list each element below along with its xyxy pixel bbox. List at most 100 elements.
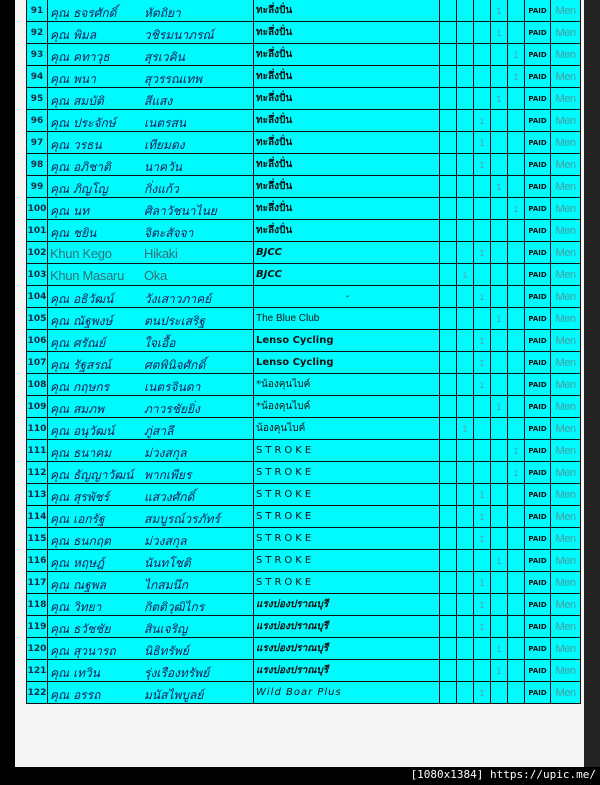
mark-cell [456,505,474,528]
mark-cell [439,109,457,132]
first-name: คุณ อธิวัฒน์ [50,292,114,306]
mark-cell [456,439,474,462]
category-cell: Men [550,659,581,682]
name-cell: คุณ ณฐพล ไกสมนึก [47,571,254,594]
last-name: Hikaki [144,246,178,261]
mark-cell [439,351,457,374]
last-name: หัตถิยา [144,6,181,20]
category-cell: Men [550,263,581,286]
mark-cell [490,351,508,374]
row-number: 105 [26,307,48,330]
paid-status: PAID [524,593,551,616]
first-name: คุณ ธนาคม [50,446,112,460]
name-cell: คุณ ธจรศักดิ์ หัตถิยา [47,0,254,22]
mark-cell [456,483,474,506]
paid-status: PAID [524,197,551,220]
mark-cell [507,615,525,638]
table-row: 115 คุณ ธนกฤต ม่วงสกุล STROKE 1 PAID Men [26,527,581,550]
name-cell: คุณ วรธน เทียมดง [47,131,254,154]
first-name: คุณ เอกรัฐ [50,512,105,526]
mark-cell [490,527,508,550]
first-name: คุณ นท [50,204,90,218]
mark-cell [439,549,457,572]
team-cell: *น้องคุนไบค์ [253,395,440,418]
team-cell: ทะลึ่งปั่น [253,21,440,44]
mark-cell [473,263,491,286]
row-number: 102 [26,241,48,264]
mark-cell [490,285,508,308]
table-row: 91 คุณ ธจรศักดิ์ หัตถิยา ทะลึ่งปั่น 1 PAID Men [26,0,581,22]
team-cell: ทะลึ่งปั่น [253,109,440,132]
first-name: คุณ พนา [50,72,96,86]
mark-cell [439,0,457,22]
mark-cell [439,87,457,110]
mark-cell [507,153,525,176]
table-row: 120 คุณ สุวนารถ นิธิทรัพย์ แรงบ่องปราณบุรี 1… [26,637,581,660]
mark-cell [507,87,525,110]
team-cell: STROKE [253,549,440,572]
mark-cell [439,439,457,462]
row-number: 93 [26,43,48,66]
first-name: Khun Kego [50,246,112,261]
paid-status: PAID [524,351,551,374]
mark-cell [507,659,525,682]
table-row: 118 คุณ วิทยา กิตติวุฒิไกร แรงบ่องปราณบุรี 1… [26,593,581,616]
mark-cell [507,395,525,418]
last-name: Oka [144,268,167,283]
first-name: คุณ สุรพัชร์ [50,490,110,504]
category-cell: Men [550,65,581,88]
first-name: Khun Masaru [50,268,125,283]
team-cell: BJCC [253,241,440,264]
category-cell: Men [550,153,581,176]
mark-cell [507,593,525,616]
mark-cell [473,395,491,418]
paid-status: PAID [524,417,551,440]
row-number: 116 [26,549,48,572]
mark-cell [490,219,508,242]
mark-cell [456,131,474,154]
category-cell: Men [550,131,581,154]
row-number: 99 [26,175,48,198]
mark-cell: 1 [456,417,474,440]
row-number: 109 [26,395,48,418]
mark-cell [507,637,525,660]
mark-cell: 1 [473,571,491,594]
last-name: ศิลาวัชนาไนย [144,204,217,218]
name-cell: คุณ ธนกฤต ม่วงสกุล [47,527,254,550]
mark-cell [490,329,508,352]
team-cell: *น้องคุนไบค์ [253,373,440,396]
mark-cell [490,483,508,506]
table-row: 113 คุณ สุรพัชร์ แสวงศักดิ์ STROKE 1 PAID Men [26,483,581,506]
mark-cell: 1 [490,637,508,660]
team-cell: - [253,285,440,308]
first-name: คุณ กฤษกร [50,380,110,394]
row-number: 115 [26,527,48,550]
table-row: 121 คุณ เทวิน รุ่งเรืองทรัพย์ แรงบ่องปราณบุ… [26,659,581,682]
team-cell: ทะลึ่งปั่น [253,175,440,198]
mark-cell [439,131,457,154]
mark-cell [490,197,508,220]
mark-cell [507,505,525,528]
mark-cell: 1 [473,109,491,132]
table-row: 100 คุณ นท ศิลาวัชนาไนย ทะลึ่งปั่น 1 PAID Men [26,197,581,220]
team-cell: แรงบ่องปราณบุรี [253,593,440,616]
paid-status: PAID [524,285,551,308]
mark-cell [439,659,457,682]
row-number: 114 [26,505,48,528]
mark-cell [439,417,457,440]
mark-cell [490,615,508,638]
row-number: 95 [26,87,48,110]
table-row: 112 คุณ ธัญญาวัฒน์ พากเพียร STROKE 1 PAID Men [26,461,581,484]
registration-table: 91 คุณ ธจรศักดิ์ หัตถิยา ทะลึ่งปั่น 1 PAID Men… [26,0,581,704]
mark-cell [473,197,491,220]
paid-status: PAID [524,175,551,198]
mark-cell [507,131,525,154]
name-cell: คุณ กฤษกร เนตรจินดา [47,373,254,396]
last-name: สุวรรณเทพ [144,72,203,86]
mark-cell [439,483,457,506]
table-row: 97 คุณ วรธน เทียมดง ทะลึ่งปั่น 1 PAID Men [26,131,581,154]
name-cell: คุณ พิมล วชิรมนาภรณ์ [47,21,254,44]
name-cell: คุณ อรรถ มนัสไพบูลย์ [47,681,254,704]
category-cell: Men [550,43,581,66]
category-cell: Men [550,109,581,132]
